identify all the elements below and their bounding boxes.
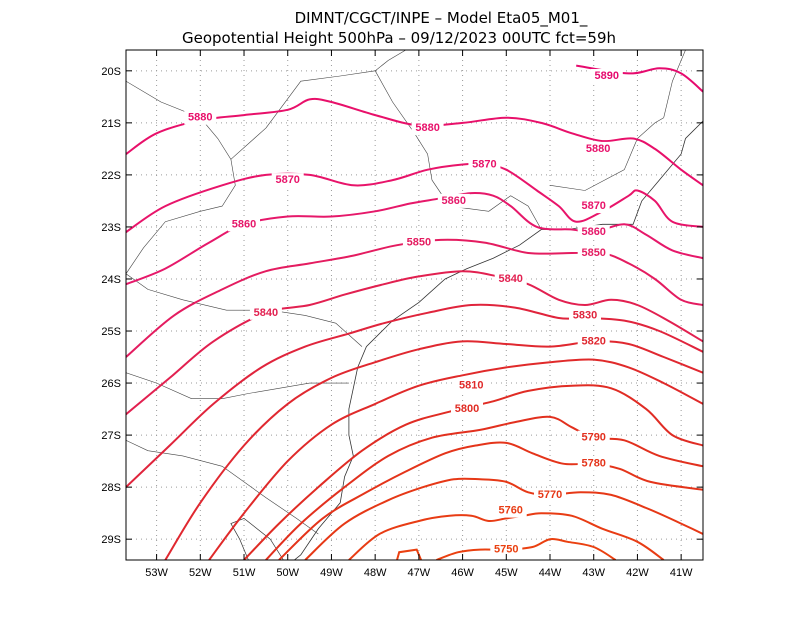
- contour-5780: [278, 441, 703, 560]
- map-title-line1: DIMNT/CGCT/INPE – Model Eta05_M01_: [295, 9, 588, 28]
- lat-tick-label: 22S: [101, 170, 121, 182]
- contour-5760: [348, 512, 665, 560]
- contour-label: 5850: [407, 237, 431, 249]
- lon-tick-label: 53W: [145, 567, 168, 579]
- contour-5810: [208, 358, 703, 560]
- lat-tick-label: 21S: [101, 118, 121, 130]
- contour-label-bg: [249, 305, 282, 320]
- contour-label: 5790: [581, 432, 605, 444]
- lat-tick-label: 29S: [101, 534, 121, 546]
- contour-label: 5830: [573, 309, 597, 321]
- contour-label: 5880: [586, 143, 610, 155]
- state-border: [126, 372, 349, 399]
- contour-label-bg: [569, 308, 601, 323]
- contour-label-bg: [437, 193, 470, 208]
- contour-label-bg: [451, 402, 483, 417]
- lat-tick-label: 25S: [101, 326, 121, 338]
- contour-label-bg: [577, 199, 610, 214]
- coastline: [294, 70, 703, 560]
- contour-label: 5870: [581, 200, 605, 212]
- lon-tick-label: 51W: [233, 567, 256, 579]
- contour-5800: [243, 384, 703, 560]
- contour-label: 5880: [415, 122, 439, 134]
- geopotential-contours: 5890 5880 5880 5880 5870 5870 5870 5860 5860 5860…: [126, 64, 703, 560]
- contour-5790: [265, 415, 703, 560]
- lat-tick-label: 24S: [101, 274, 121, 286]
- plot-frame: [125, 49, 704, 561]
- lon-tick-label: 49W: [320, 567, 343, 579]
- contour-label-bg: [582, 141, 615, 156]
- lat-tick-label: 27S: [101, 430, 121, 442]
- contour-label: 5870: [472, 159, 496, 171]
- contour-label-bg: [577, 225, 610, 240]
- contour-5820: [164, 340, 703, 560]
- contour-label-bg: [577, 430, 610, 445]
- contour-label-bg: [490, 542, 523, 557]
- contour-label: 5870: [275, 174, 299, 186]
- state-border: [663, 50, 686, 118]
- contour-label-bg: [577, 456, 610, 471]
- lon-tick-label: 50W: [276, 567, 299, 579]
- contour-label: 5840: [498, 273, 522, 285]
- contour-label: 5880: [188, 112, 212, 124]
- lon-tick-label: 46W: [451, 567, 474, 579]
- contour-label: 5750: [494, 544, 518, 556]
- axis-ticks: 20S 21S 22S 23S 24S 25S 26S 27S 28S 29S 53W 52W 51W 5…: [101, 50, 703, 579]
- state-border: [126, 440, 319, 535]
- state-border: [126, 80, 236, 274]
- contour-5850: [126, 238, 703, 358]
- contour-5830: [126, 303, 703, 488]
- lon-tick-label: 42W: [626, 567, 649, 579]
- state-border: [374, 70, 542, 230]
- contour-5750: [436, 538, 617, 560]
- map-title-line2: Geopotential Height 500hPa – 09/12/2023 …: [182, 29, 616, 47]
- contour-label: 5810: [459, 380, 483, 392]
- contour-label-bg: [455, 378, 488, 393]
- lagoon-outline: [230, 518, 284, 560]
- lat-tick-label: 28S: [101, 482, 121, 494]
- lon-tick-label: 47W: [408, 567, 431, 579]
- contour-label: 5820: [581, 335, 605, 347]
- contour-label-bg: [577, 334, 610, 349]
- lat-tick-label: 26S: [101, 378, 121, 390]
- contour-label: 5860: [442, 195, 466, 207]
- contour-label: 5800: [455, 403, 479, 415]
- contour-label-bg: [402, 235, 435, 250]
- state-border: [230, 50, 406, 160]
- contour-closed-small: [396, 548, 423, 560]
- lat-tick-label: 20S: [101, 66, 121, 78]
- contour-label: 5760: [498, 505, 522, 517]
- contour-label: 5850: [581, 247, 605, 259]
- lon-tick-label: 48W: [364, 567, 387, 579]
- contour-label-bg: [590, 69, 623, 83]
- contour-label: 5860: [232, 218, 256, 230]
- contour-label-bg: [577, 246, 610, 260]
- lon-tick-label: 41W: [670, 567, 693, 579]
- contour-label: 5780: [581, 458, 605, 470]
- contour-label-bg: [271, 173, 304, 188]
- contour-label-bg: [494, 272, 527, 286]
- lon-tick-label: 43W: [582, 567, 605, 579]
- contour-5770: [304, 477, 703, 560]
- contour-label-bg: [228, 217, 260, 232]
- contour-label-bg: [468, 157, 501, 172]
- state-border: [126, 273, 363, 347]
- lon-tick-label: 44W: [539, 567, 562, 579]
- map-area: 5890 5880 5880 5880 5870 5870 5870 5860 5860 5860…: [126, 50, 703, 560]
- contour-label-bg: [184, 110, 217, 125]
- contour-label: 5770: [538, 489, 562, 501]
- lat-tick-label: 23S: [101, 222, 121, 234]
- contour-label-bg: [494, 503, 527, 518]
- contour-label: 5860: [581, 226, 605, 238]
- contour-label-bg: [534, 487, 566, 502]
- contour-label: 5840: [254, 307, 278, 319]
- contour-label: 5890: [595, 70, 619, 82]
- lon-tick-label: 45W: [495, 567, 518, 579]
- state-border: [549, 117, 664, 191]
- lon-tick-label: 52W: [189, 567, 212, 579]
- contour-label-bg: [411, 121, 444, 136]
